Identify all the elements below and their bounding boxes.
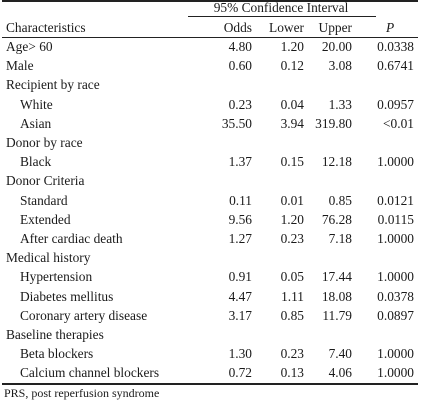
row-odds: 0.91 [228,269,252,285]
row-p-value: 1.0000 [377,231,414,246]
row-p-value: 0.6741 [377,58,414,74]
row-label: Donor by race [6,135,83,150]
row-odds: 0.23 [228,96,252,112]
row-upper: 76.28 [321,211,352,227]
row-odds: 3.17 [228,307,252,323]
row-p-value: 0.0378 [377,288,414,304]
header-p: P [386,20,395,35]
row-upper: 7.40 [328,346,352,362]
header-characteristics: Characteristics [6,20,86,35]
row-lower: 0.23 [280,231,304,246]
row-upper: 319.80 [315,115,352,131]
row-p-value: 1.0000 [377,154,414,170]
row-lower: 0.05 [280,269,304,285]
row-lower: 0.13 [280,365,304,381]
row-upper: 12.18 [321,154,352,170]
header-upper: Upper [318,20,352,35]
row-odds: 4.47 [228,288,252,304]
row-label: Medical history [6,250,91,266]
header-odds: Odds [223,20,252,35]
row-lower: 0.85 [280,307,304,323]
row-p-value: 0.0121 [377,192,414,208]
table-top-rule [2,0,418,2]
ci-group-rule [188,16,376,17]
row-lower: 0.23 [280,346,304,362]
row-p-value: 0.0115 [377,211,414,227]
row-p-value: 1.0000 [377,365,414,381]
row-odds: 0.60 [228,58,252,74]
ci-group-header: 95% Confidence Interval [213,0,349,15]
row-sublabel: Extended [20,211,71,227]
row-lower: 0.01 [280,192,304,208]
table-bottom-rule [2,383,418,385]
row-lower: 1.20 [280,39,304,54]
row-p-value: 1.0000 [377,346,414,362]
row-upper: 17.44 [321,269,352,285]
row-odds: 0.11 [229,192,252,208]
row-odds: 1.27 [228,231,252,246]
row-sublabel: Diabetes mellitus [20,288,114,304]
row-odds: 4.80 [228,39,252,54]
row-sublabel: Coronary artery disease [20,307,148,323]
row-upper: 18.08 [321,288,352,304]
row-sublabel: Black [20,154,52,170]
header-lower: Lower [269,20,304,35]
row-label: Male [6,58,34,74]
row-lower: 1.20 [280,211,304,227]
row-odds: 0.72 [228,365,252,381]
row-upper: 11.79 [322,307,352,323]
row-upper: 1.33 [328,96,352,112]
row-label: Donor Criteria [6,173,85,189]
row-odds: 9.56 [228,211,252,227]
header-bottom-rule [2,37,418,38]
row-odds: 35.50 [221,115,252,131]
row-upper: 7.18 [328,231,352,246]
row-label: Age> 60 [6,39,53,54]
row-p-value: <0.01 [383,115,414,131]
row-sublabel: Calcium channel blockers [20,365,160,381]
row-sublabel: White [20,96,53,112]
row-sublabel: Standard [20,192,68,208]
row-p-value: 0.0957 [377,96,414,112]
row-upper: 4.06 [328,365,352,381]
row-lower: 1.11 [281,288,304,304]
row-lower: 0.12 [280,58,304,74]
row-sublabel: After cardiac death [20,231,123,246]
row-lower: 3.94 [280,115,304,131]
row-p-value: 1.0000 [377,269,414,285]
row-upper: 0.85 [328,192,352,208]
row-sublabel: Beta blockers [20,346,94,362]
row-sublabel: Asian [20,115,52,131]
row-label: Baseline therapies [6,327,104,342]
row-lower: 0.04 [280,96,304,112]
table-footnote: PRS, post reperfusion syndrome [4,386,160,400]
row-sublabel: Hypertension [20,269,93,285]
row-odds: 1.30 [228,346,252,362]
row-label: Recipient by race [6,77,100,93]
row-p-value: 0.0897 [377,307,414,323]
row-upper: 20.00 [321,39,352,54]
row-lower: 0.15 [280,154,304,170]
row-p-value: 0.0338 [377,39,414,54]
row-odds: 1.37 [228,154,252,170]
row-upper: 3.08 [328,58,352,74]
